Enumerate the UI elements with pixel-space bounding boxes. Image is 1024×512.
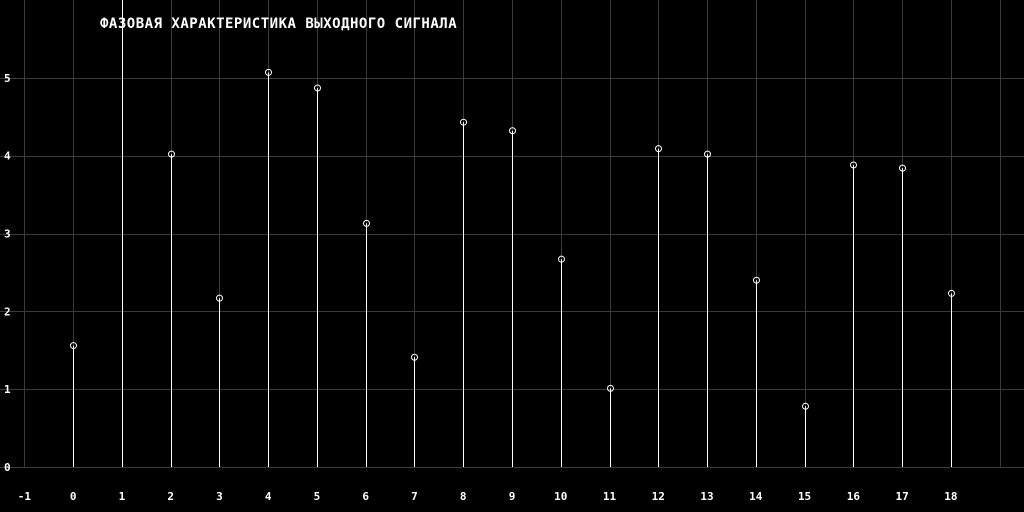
stem-marker <box>655 145 662 153</box>
x-tick-label: 14 <box>749 490 763 503</box>
y-tick-label: 2 <box>4 305 11 318</box>
x-tick-label: 12 <box>652 490 665 503</box>
x-tick-label: 8 <box>460 490 467 503</box>
stem-marker <box>607 384 614 392</box>
x-tick-labels: -1 0 1 2 3 4 5 6 7 8 9 10 11 12 13 14 15 16 17 18 <box>18 490 958 503</box>
stem-marker <box>314 84 321 92</box>
stem-marker <box>704 150 711 158</box>
stem-marker <box>899 164 906 172</box>
x-tick-label: 17 <box>895 490 908 503</box>
x-tick-label: 3 <box>216 490 223 503</box>
chart-title: ФАЗОВАЯ ХАРАКТЕРИСТИКА ВЫХОДНОГО СИГНАЛА <box>100 16 457 32</box>
markers <box>70 68 955 410</box>
stem-marker <box>70 342 77 350</box>
x-tick-label: 15 <box>798 490 811 503</box>
y-tick-label: 0 <box>4 461 11 474</box>
x-tick-label: 0 <box>70 490 77 503</box>
x-tick-label: 16 <box>847 490 861 503</box>
stems <box>73 0 952 467</box>
stem-marker <box>265 68 272 76</box>
x-tick-label: 5 <box>314 490 321 503</box>
x-tick-label: 11 <box>603 490 617 503</box>
x-tick-label: 6 <box>362 490 369 503</box>
y-tick-label: 1 <box>4 383 11 396</box>
x-tick-label: 9 <box>509 490 516 503</box>
x-tick-label: 1 <box>119 490 126 503</box>
stem-marker <box>509 127 516 135</box>
x-tick-label: 2 <box>167 490 174 503</box>
stem-marker <box>168 150 175 158</box>
stem-marker <box>216 294 223 302</box>
x-tick-label: 18 <box>944 490 957 503</box>
stem-marker <box>802 402 809 410</box>
y-tick-label: 4 <box>4 150 11 163</box>
y-tick-labels: 0 1 2 3 4 5 <box>4 72 11 474</box>
stem-marker <box>460 118 467 126</box>
stem-marker <box>948 289 955 297</box>
stem-marker <box>850 161 857 169</box>
y-tick-label: 3 <box>4 228 11 241</box>
stem-marker <box>411 353 418 361</box>
y-tick-label: 5 <box>4 72 11 85</box>
x-tick-label: 7 <box>411 490 418 503</box>
x-tick-label: 4 <box>265 490 272 503</box>
x-tick-label: 13 <box>700 490 713 503</box>
x-tick-label: -1 <box>18 490 32 503</box>
stem-marker <box>363 219 370 227</box>
stem-marker <box>753 276 760 284</box>
x-tick-label: 10 <box>554 490 567 503</box>
stem-marker <box>558 255 565 263</box>
